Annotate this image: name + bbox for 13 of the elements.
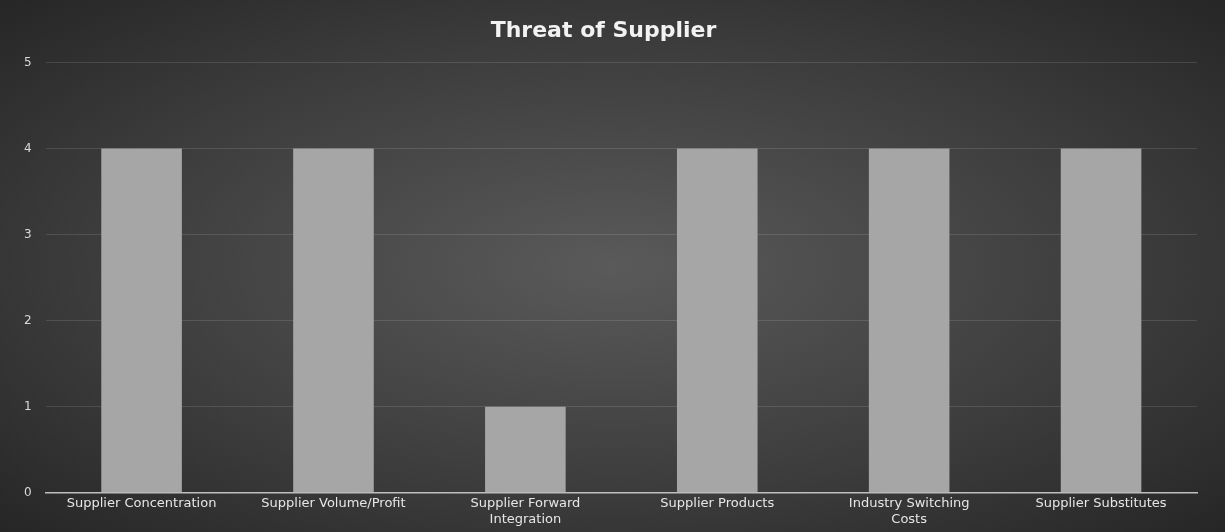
x-tick-label: Supplier Forward Integration bbox=[470, 494, 581, 526]
x-tick-label: Supplier Concentration bbox=[66, 494, 217, 510]
x-tick-label: Industry Switching Costs bbox=[848, 494, 970, 526]
y-tick-label: 1 bbox=[23, 398, 32, 413]
y-tick-label: 4 bbox=[23, 140, 32, 155]
x-tick-label: Supplier Products bbox=[660, 494, 775, 510]
y-tick-label: 0 bbox=[23, 484, 32, 499]
x-tick-label: Supplier Substitutes bbox=[1035, 494, 1167, 510]
y-tick-label: 3 bbox=[23, 226, 32, 241]
x-tick-label: Supplier Volume/Profit bbox=[261, 494, 406, 510]
chart-title: Threat of Supplier bbox=[490, 16, 717, 42]
y-tick-label: 5 bbox=[23, 54, 32, 69]
y-tick-label: 2 bbox=[23, 312, 32, 327]
